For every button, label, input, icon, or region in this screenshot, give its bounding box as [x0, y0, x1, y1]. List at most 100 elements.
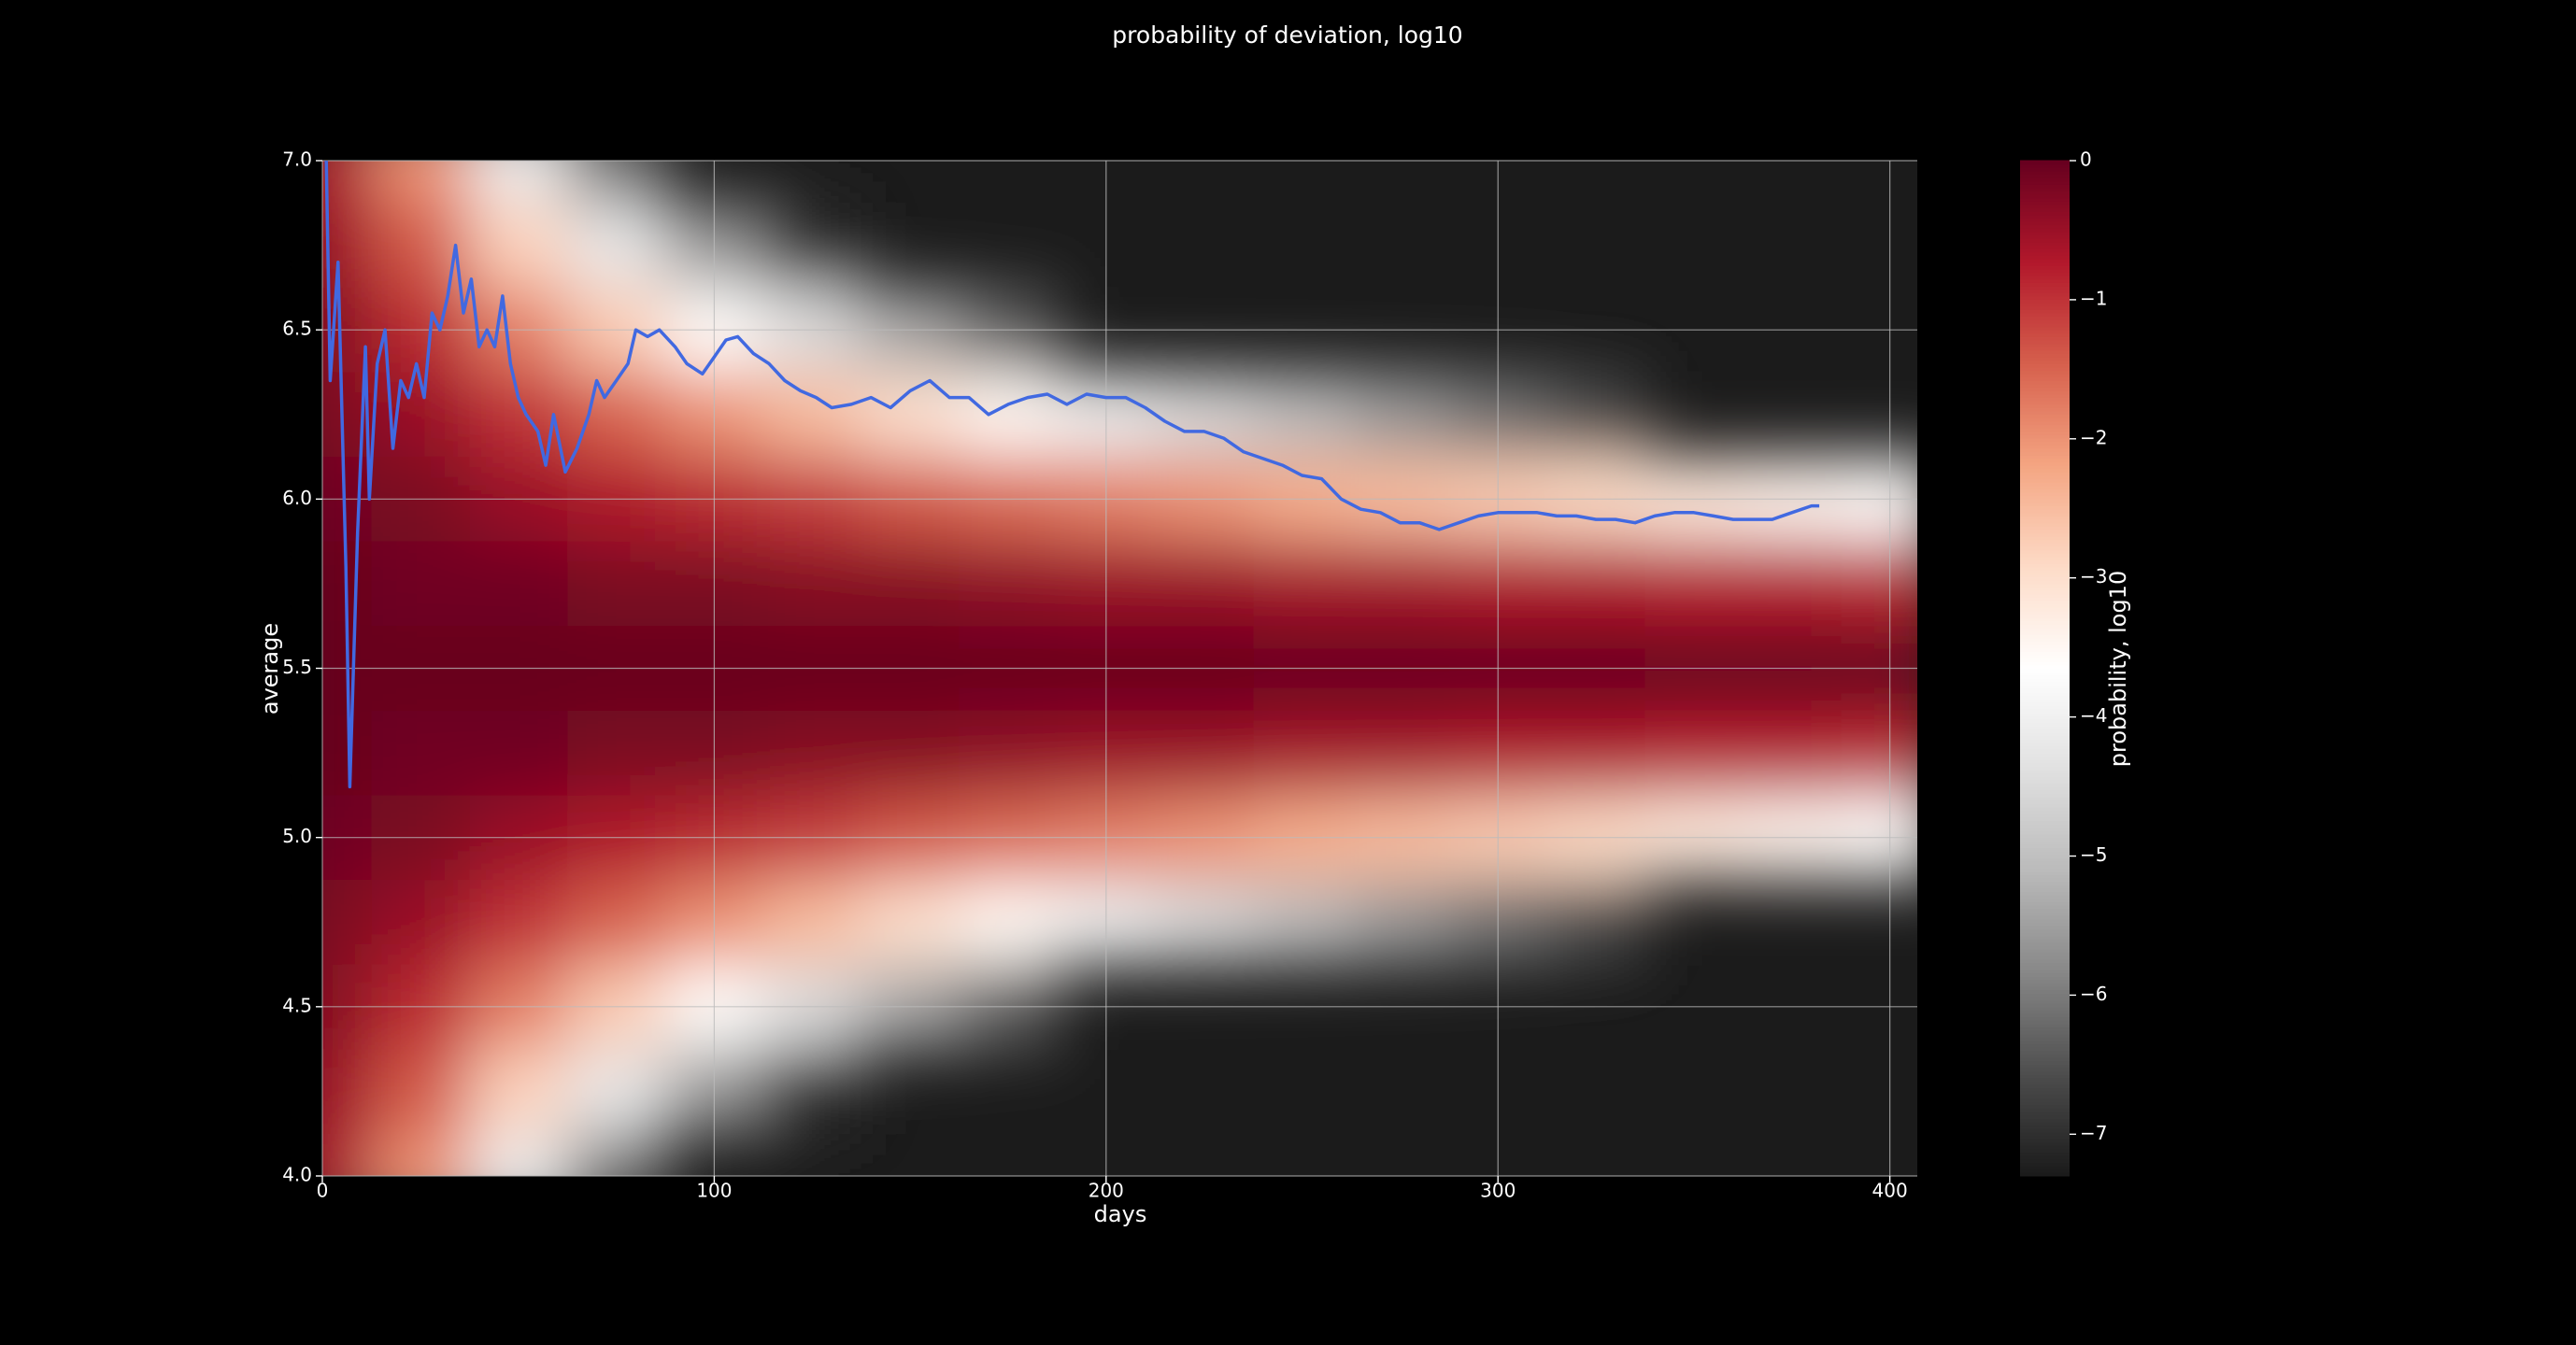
heat-cell [861, 541, 960, 627]
colorbar-swatch [2020, 460, 2070, 466]
colorbar-swatch [2020, 498, 2070, 503]
colorbar-swatch [2020, 600, 2070, 605]
colorbar-swatch [2020, 806, 2070, 812]
grid [321, 160, 1917, 1177]
heat-cell [371, 541, 470, 627]
heat-cell [1155, 541, 1254, 627]
heat-cell [322, 203, 372, 288]
colorbar-swatch [2020, 813, 2070, 818]
colorbar-swatch [2020, 441, 2070, 446]
colorbar-swatch [2020, 664, 2070, 669]
colorbar-swatch [2020, 424, 2070, 429]
heat-cell [1350, 541, 1449, 627]
colorbar-swatch [2020, 559, 2070, 564]
colorbar-swatch [2020, 668, 2070, 672]
colorbar-swatch [2020, 268, 2070, 274]
heat-cell [567, 203, 665, 288]
colorbar-swatch [2020, 823, 2070, 828]
colorbar-swatch [2020, 200, 2070, 205]
colorbar-swatch [2020, 992, 2070, 998]
colorbar-swatch [2020, 1026, 2070, 1031]
colorbar-swatch [2020, 681, 2070, 687]
colorbar-swatch [2020, 935, 2070, 940]
colorbar-swatch [2020, 854, 2070, 858]
colorbar-swatch [2020, 1117, 2070, 1123]
heat-cell [1644, 710, 1743, 796]
colorbar-swatch [2020, 698, 2070, 703]
colorbar-swatch [2020, 285, 2070, 290]
heat-cell [762, 372, 861, 458]
colorbar-swatch [2020, 877, 2070, 883]
colorbar-swatch [2020, 718, 2070, 723]
colorbar-swatch [2020, 1006, 2070, 1011]
chart-title: probability of deviation, log10 [1112, 21, 1462, 49]
colorbar-swatch [2020, 864, 2070, 869]
heat-cell [1155, 372, 1254, 458]
colorbar-swatch [2020, 417, 2070, 422]
colorbar-swatch [2020, 1012, 2070, 1018]
colorbar-swatch [2020, 1046, 2070, 1052]
colorbar-swatch [2020, 1019, 2070, 1025]
colorbar-swatch [2020, 1100, 2070, 1106]
colorbar-swatch [2020, 291, 2070, 297]
heat-cell [762, 203, 861, 288]
colorbar-swatch [2020, 938, 2070, 943]
colorbar-swatch [2020, 1104, 2070, 1110]
colorbar-swatch [2020, 871, 2070, 876]
colorbar-swatch [2020, 887, 2070, 893]
colorbar-swatch [2020, 343, 2070, 347]
colorbar-swatch [2020, 772, 2070, 777]
colorbar-swatch [2020, 220, 2070, 226]
colorbar-swatch [2020, 1162, 2070, 1167]
colorbar-swatch [2020, 407, 2070, 412]
colorbar-swatch [2020, 180, 2070, 185]
colorbar-swatch [2020, 952, 2070, 956]
colorbar-swatch [2020, 742, 2070, 747]
colorbar-swatch [2020, 671, 2070, 676]
colorbar-swatch [2020, 474, 2070, 480]
x-tick-label: 0 [317, 1180, 329, 1202]
colorbar-swatch [2020, 1050, 2070, 1055]
colorbar-swatch [2020, 969, 2070, 974]
colorbar-swatch [2020, 796, 2070, 801]
heat-cell [1743, 710, 1842, 796]
colorbar-swatch [2020, 170, 2070, 175]
colorbar-swatch [2020, 1063, 2070, 1069]
colorbar-swatch [2020, 210, 2070, 216]
colorbar-swatch [2020, 975, 2070, 981]
colorbar-swatch [2020, 829, 2070, 835]
colorbar-swatch [2020, 346, 2070, 351]
colorbar-swatch [2020, 356, 2070, 361]
colorbar-tick-label: −6 [2080, 983, 2107, 1005]
colorbar-swatch [2020, 1083, 2070, 1089]
colorbar-swatch [2020, 731, 2070, 737]
colorbar-swatch [2020, 627, 2070, 632]
colorbar-swatch [2020, 979, 2070, 984]
colorbar-swatch [2020, 414, 2070, 418]
colorbar-swatch [2020, 397, 2070, 402]
colorbar-swatch [2020, 779, 2070, 785]
colorbar-swatch [2020, 914, 2070, 920]
colorbar-swatch [2020, 800, 2070, 804]
colorbar-swatch [2020, 1135, 2070, 1140]
colorbar-swatch [2020, 630, 2070, 635]
colorbar-swatch [2020, 1009, 2070, 1014]
colorbar-swatch [2020, 383, 2070, 389]
colorbar-swatch [2020, 177, 2070, 182]
colorbar-swatch [2020, 1125, 2070, 1129]
colorbar-swatch [2020, 187, 2070, 192]
colorbar-swatch [2020, 322, 2070, 328]
colorbar-swatch [2020, 556, 2070, 561]
heat-cell [1155, 710, 1254, 796]
colorbar-swatch [2020, 272, 2070, 276]
colorbar-swatch [2020, 850, 2070, 856]
heat-cell [371, 161, 470, 204]
colorbar-swatch [2020, 860, 2070, 866]
colorbar-swatch [2020, 1023, 2070, 1028]
colorbar-swatch [2020, 366, 2070, 372]
colorbar-swatch [2020, 1108, 2070, 1112]
colorbar-swatch [2020, 400, 2070, 405]
heat-cell [1350, 372, 1449, 458]
colorbar-swatch [2020, 207, 2070, 212]
colorbar-swatch [2020, 376, 2070, 382]
